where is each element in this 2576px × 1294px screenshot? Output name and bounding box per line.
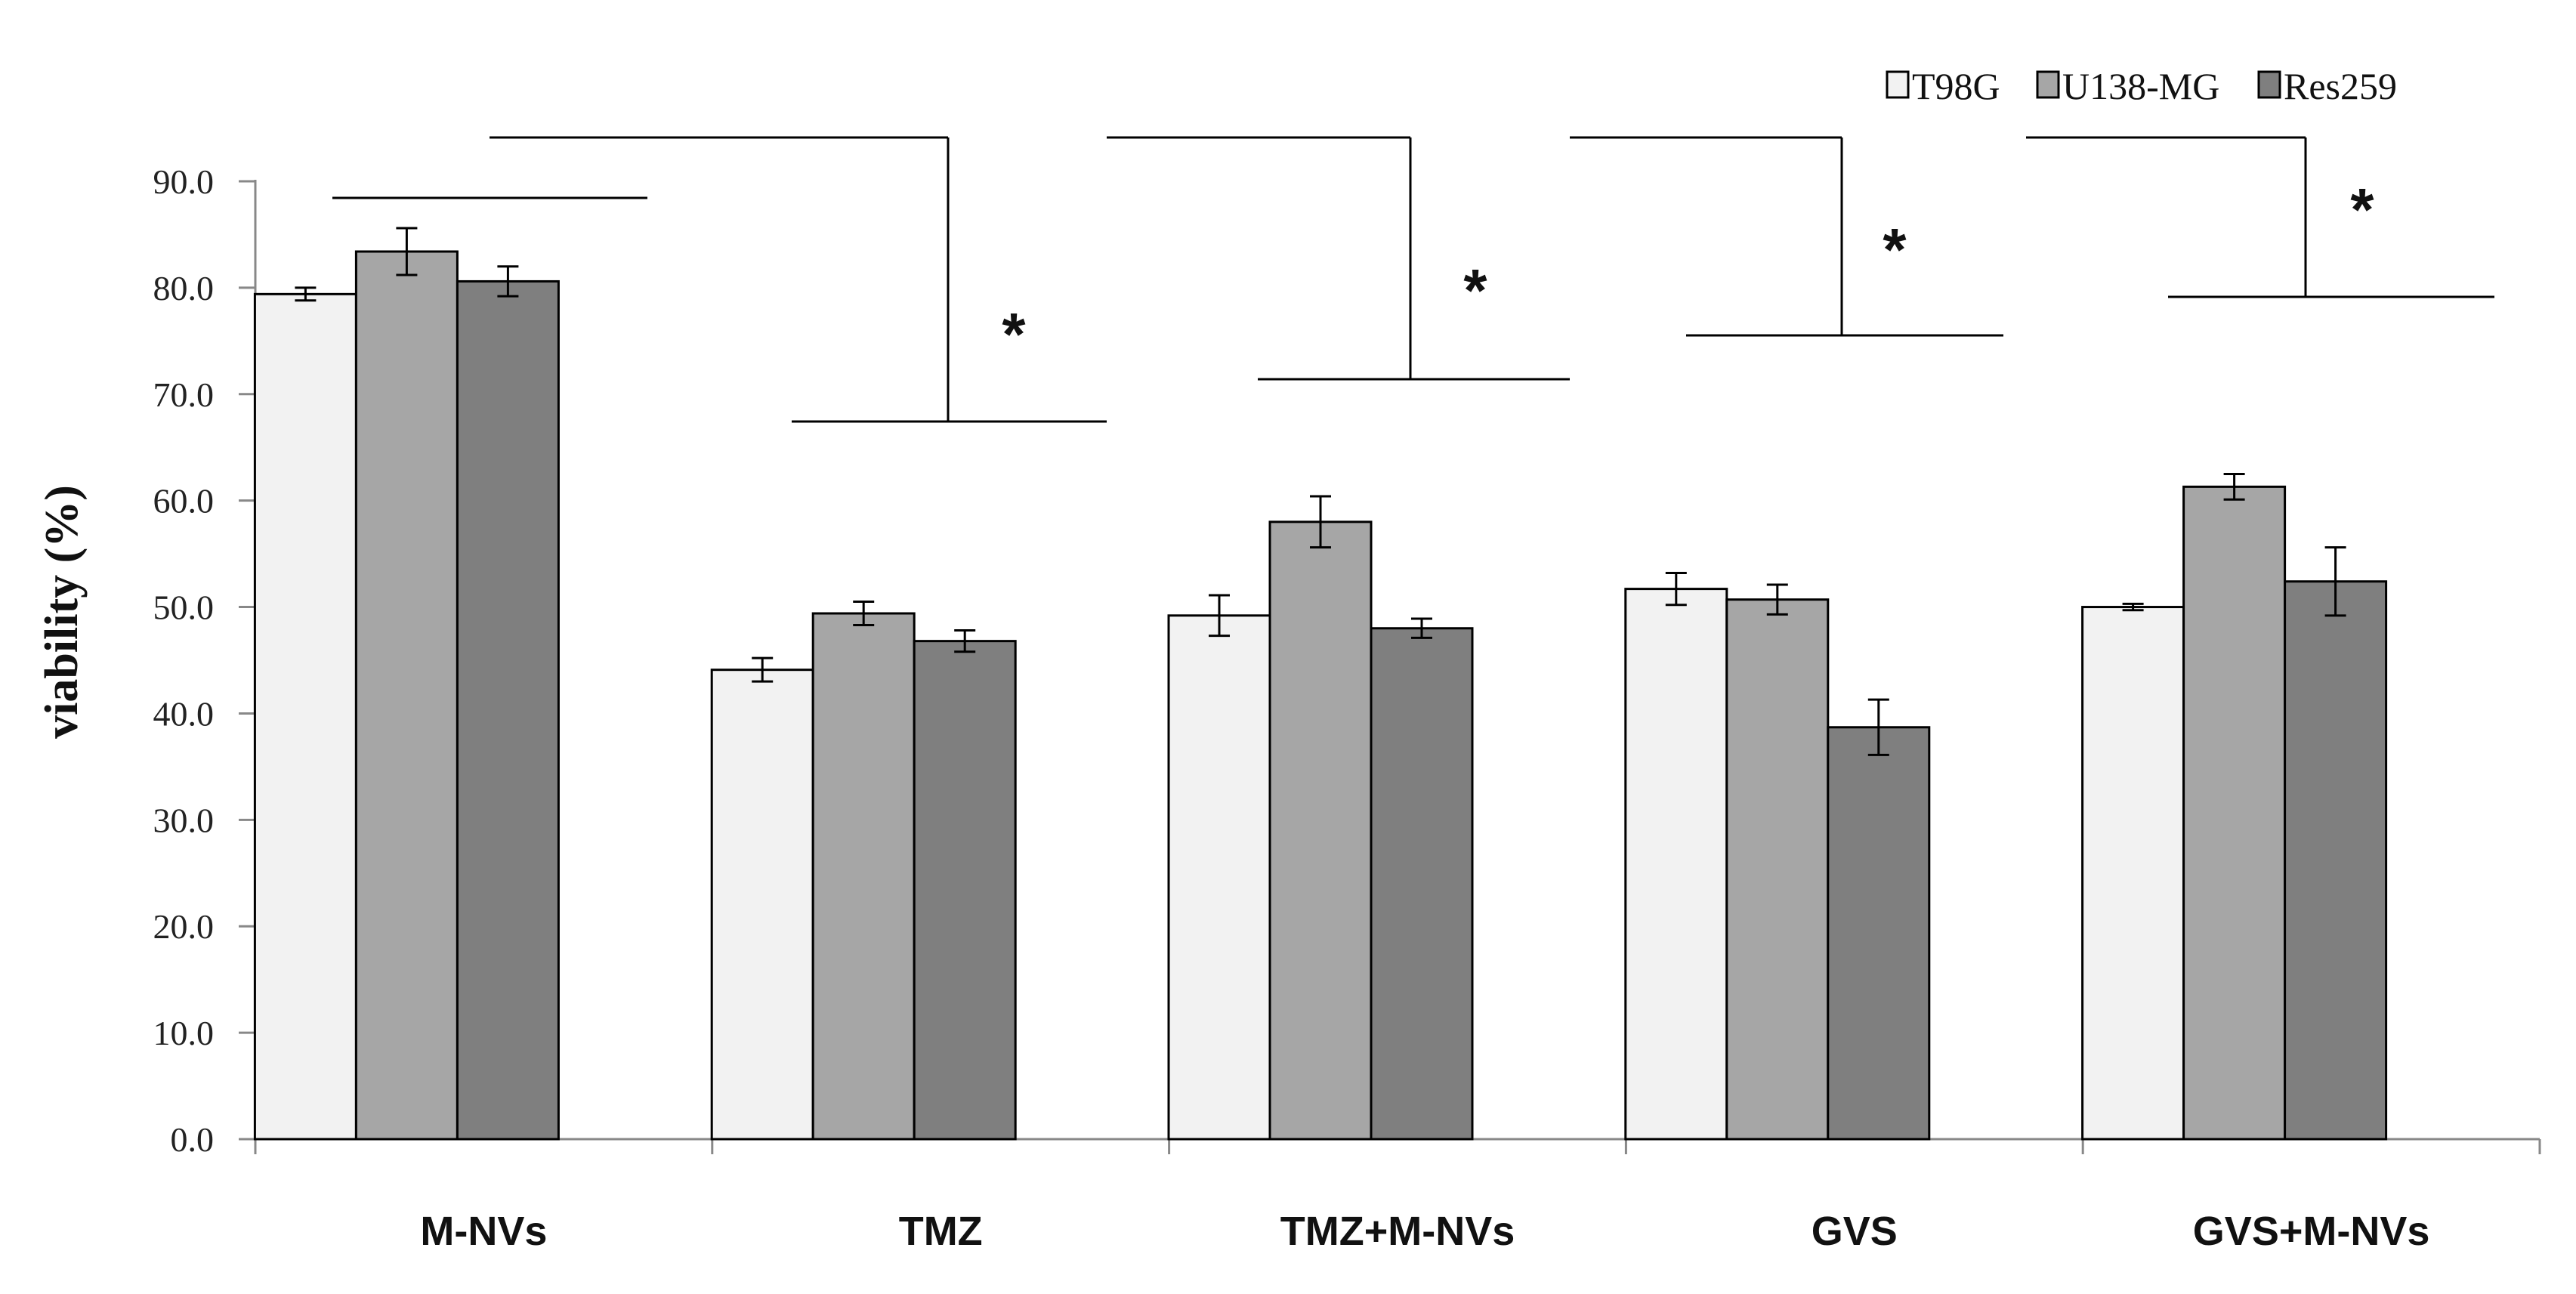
x-tick-label: M-NVs (420, 1209, 547, 1254)
y-tick-label: 60.0 (153, 482, 215, 520)
significance-brackets: * * * * (332, 136, 2494, 423)
significance-star: * (1463, 257, 1487, 324)
bar (2284, 580, 2388, 1141)
x-tick-label: GVS (1812, 1209, 1898, 1254)
y-tick-label: 90.0 (153, 162, 215, 201)
y-tick-label: 50.0 (153, 588, 215, 627)
bar (811, 612, 916, 1141)
bar (456, 279, 560, 1141)
bar (2182, 485, 2287, 1141)
significance-bracket: * (490, 136, 1107, 423)
bar (1624, 588, 1728, 1141)
x-tick-label: TMZ (899, 1209, 983, 1254)
bar (913, 640, 1017, 1141)
bar (354, 250, 459, 1141)
bar (1268, 520, 1373, 1141)
legend-swatch (1886, 70, 1910, 99)
bar (710, 669, 814, 1141)
y-tick-label: 40.0 (153, 694, 215, 733)
bar (2081, 606, 2185, 1141)
y-tick-label: 0.0 (171, 1120, 215, 1159)
x-axis: M-NVs TMZ TMZ+M-NVs GVS GVS+M-NVs (254, 1138, 2541, 1254)
legend-item: Res259 (2257, 65, 2397, 107)
y-tick-label: 10.0 (153, 1014, 215, 1052)
legend-swatch (2036, 70, 2060, 99)
legend-swatch (2257, 70, 2281, 99)
significance-star: * (1002, 301, 1026, 368)
bar (1370, 627, 1474, 1141)
legend-item: T98G (1886, 65, 2000, 107)
legend: T98G U138-MG Res259 (1886, 65, 2397, 107)
x-tick-label: TMZ+M-NVs (1280, 1209, 1515, 1254)
significance-bracket: * (1107, 136, 1570, 381)
y-axis-label: viability (%) (36, 485, 88, 739)
significance-bracket: * (1570, 136, 2003, 337)
y-axis: 0.0 10.0 20.0 30.0 40.0 50.0 60.0 70.0 80.0 90.0 (153, 162, 257, 1159)
significance-star: * (2350, 176, 2374, 243)
bar (1167, 614, 1271, 1141)
bars (253, 227, 2388, 1141)
significance-star: * (1883, 216, 1907, 283)
y-tick-label: 70.0 (153, 375, 215, 414)
legend-label: Res259 (2284, 65, 2397, 107)
y-tick-label: 80.0 (153, 269, 215, 307)
legend-item: U138-MG (2036, 65, 2219, 107)
y-tick-label: 20.0 (153, 907, 215, 946)
bar (253, 292, 357, 1141)
legend-label: U138-MG (2062, 65, 2219, 107)
y-tick-label: 30.0 (153, 801, 215, 839)
legend-label: T98G (1912, 65, 2000, 107)
significance-bracket: * (2026, 136, 2494, 298)
x-tick-label: GVS+M-NVs (2193, 1209, 2430, 1254)
bar (1827, 726, 1931, 1141)
bar (1725, 598, 1830, 1141)
